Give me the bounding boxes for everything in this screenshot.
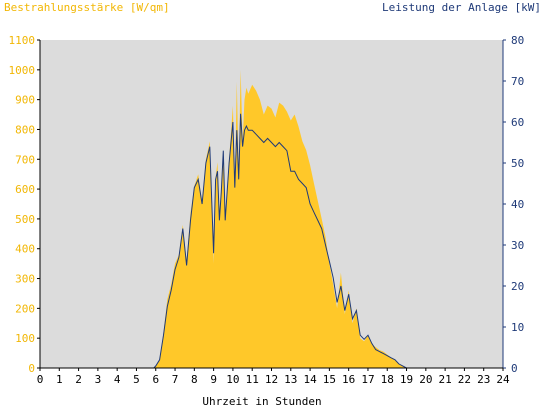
left-tick-label: 500 [15, 213, 35, 226]
right-tick-labels: 0 10 20 30 40 50 60 70 80 [503, 34, 524, 375]
power-line [40, 113, 503, 369]
left-tick-label: 100 [15, 332, 35, 345]
left-tick-label: 0 [28, 362, 35, 375]
x-tick-label: 10 [226, 373, 239, 386]
x-tick-label: 1 [56, 373, 63, 386]
left-tick-label: 300 [15, 273, 35, 286]
x-tick-label: 9 [210, 373, 217, 386]
x-tick-label: 6 [152, 373, 159, 386]
right-tick-label: 40 [511, 198, 524, 211]
x-tick-label: 14 [303, 373, 317, 386]
x-tick-label: 7 [172, 373, 179, 386]
left-tick-label: 1000 [9, 64, 36, 77]
right-tick-label: 60 [511, 116, 524, 129]
x-tick-label: 5 [133, 373, 140, 386]
right-axis-label: Leistung der Anlage [kW] [382, 1, 541, 14]
x-tick-label: 20 [419, 373, 432, 386]
x-tick-label: 12 [265, 373, 278, 386]
x-tick-label: 13 [284, 373, 297, 386]
left-tick-label: 600 [15, 183, 35, 196]
x-tick-label: 15 [323, 373, 336, 386]
right-tick-label: 20 [511, 280, 524, 293]
x-tick-label: 4 [114, 373, 121, 386]
x-tick-label: 11 [246, 373, 259, 386]
left-tick-labels: 0 100 200 300 400 500 600 700 800 900 1000 1100 [9, 34, 40, 375]
x-tick-labels: 0 1 2 3 4 5 6 7 8 9 10 11 12 13 14 15 16 17 18 19 20 21 22 23 24 [37, 368, 510, 386]
left-tick-label: 1100 [9, 34, 36, 47]
power-line-group [40, 113, 503, 369]
x-tick-label: 22 [458, 373, 471, 386]
x-tick-label: 8 [191, 373, 198, 386]
x-tick-label: 23 [477, 373, 490, 386]
x-tick-label: 21 [439, 373, 452, 386]
irradiance-area [40, 69, 503, 369]
x-tick-label: 24 [496, 373, 510, 386]
right-tick-label: 30 [511, 239, 524, 252]
x-tick-label: 2 [75, 373, 82, 386]
left-tick-label: 800 [15, 123, 35, 136]
right-tick-label: 50 [511, 157, 524, 170]
right-tick-label: 0 [511, 362, 518, 375]
left-axis-label: Bestrahlungsstärke [W/qm] [4, 1, 170, 14]
x-axis-label: Uhrzeit in Stunden [202, 395, 321, 408]
left-tick-label: 400 [15, 243, 35, 256]
x-tick-label: 19 [400, 373, 413, 386]
right-tick-label: 70 [511, 75, 524, 88]
x-tick-label: 0 [37, 373, 44, 386]
left-tick-label: 700 [15, 153, 35, 166]
x-tick-label: 17 [361, 373, 374, 386]
x-tick-label: 18 [381, 373, 394, 386]
irradiance-area-group [40, 69, 503, 369]
right-tick-label: 80 [511, 34, 524, 47]
x-tick-label: 16 [342, 373, 355, 386]
left-tick-label: 200 [15, 302, 35, 315]
right-tick-label: 10 [511, 321, 524, 334]
x-tick-label: 3 [95, 373, 102, 386]
left-tick-label: 900 [15, 94, 35, 107]
